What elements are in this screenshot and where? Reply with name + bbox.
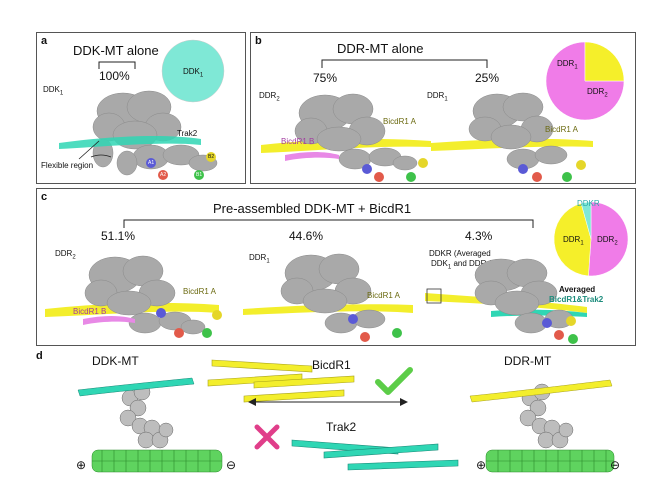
panel-a-pie <box>161 39 225 103</box>
panel-d-right-plus: ⊕ <box>476 458 487 472</box>
panel-c-density-2 <box>243 253 413 342</box>
panel-b-left-complex: DDR2 <box>259 91 280 103</box>
panel-a-bracket <box>98 61 136 69</box>
pie-slice-ddkr <box>580 201 592 240</box>
panel-d-left-minus: ⊖ <box>226 458 237 472</box>
panel-c-density-3 <box>425 258 587 344</box>
pie-slice-ddr1 <box>584 41 625 82</box>
panel-a: a DDK-MT alone 100% DDK1 DDK1 Trak2 Flex… <box>36 32 246 184</box>
panel-b-left-percent: 75% <box>313 71 338 85</box>
panel-b-right-density <box>431 92 593 182</box>
panel-b-left-bicd-b: BicdR1 B <box>281 137 315 146</box>
panel-d-trak-rods <box>291 439 459 471</box>
panel-c-pie-ddr1: DDR1 <box>563 235 584 247</box>
panel-b-right-bicd-a: BicdR1 A <box>545 125 578 134</box>
panel-a-beads <box>146 152 216 180</box>
bead-a1: A1 <box>148 160 155 166</box>
panel-a-trak-label: Trak2 <box>177 129 198 138</box>
panel-d-right-minus: ⊖ <box>610 458 621 472</box>
panel-a-complex-label: DDK1 <box>43 85 64 97</box>
panel-c-pie <box>553 201 629 277</box>
panel-c-averaged-2: BicdR1&Trak2 <box>549 295 604 304</box>
panel-a-flex-arrow <box>78 140 100 160</box>
pie-slice-ddk1 <box>161 39 225 103</box>
bead-b2: B2 <box>208 154 215 160</box>
panel-c-c2: DDR1 <box>249 253 270 265</box>
panel-b-pie-ddr2: DDR2 <box>587 87 608 99</box>
panel-d-right-title: DDR-MT <box>504 354 552 368</box>
panel-d-left-model <box>77 377 223 473</box>
pie-slice-ddr1 <box>553 203 592 277</box>
panel-c-pie-ddr2: DDR2 <box>597 235 618 247</box>
panel-c-density-1 <box>45 255 222 338</box>
panel-d-cross-icon <box>254 424 280 450</box>
panel-c-bicd-b-1: BicdR1 B <box>73 307 107 316</box>
panel-c: c Pre-assembled DDK-MT + BicdR1 51.1% 44… <box>36 188 636 346</box>
panel-c-bicd-a-1: BicdR1 A <box>183 287 216 296</box>
panel-c-averaged-1: Averaged <box>559 285 596 294</box>
bead-a2: A2 <box>160 172 167 178</box>
panel-a-label: a <box>41 35 48 47</box>
panel-d-left-plus: ⊕ <box>76 458 87 472</box>
panel-c-ddkr-note-1: DDKR (Averaged <box>429 249 491 258</box>
panel-b-pie <box>545 41 625 121</box>
panel-d-bicd-label: BicdR1 <box>312 358 351 372</box>
panel-a-pie-label: DDK1 <box>183 67 204 79</box>
panel-c-bicd-a-2: BicdR1 A <box>367 291 400 300</box>
panel-c-p1: 51.1% <box>101 229 136 243</box>
panel-c-p3: 4.3% <box>465 229 493 243</box>
panel-a-percent: 100% <box>99 69 130 83</box>
panel-b-right-complex: DDR1 <box>427 91 448 103</box>
panel-c-p2: 44.6% <box>289 229 324 243</box>
panel-a-title: DDK-MT alone <box>73 43 159 58</box>
bead-b1: B1 <box>196 172 203 178</box>
panel-c-pie-top: DDKR <box>577 199 600 208</box>
panel-d-trak-label: Trak2 <box>326 420 357 434</box>
panel-d-check-icon <box>375 367 413 395</box>
panel-a-density-map <box>59 90 218 176</box>
panel-c-title: Pre-assembled DDK-MT + BicdR1 <box>213 201 412 216</box>
panel-b-bracket <box>321 59 488 68</box>
panel-d-bicd-rods <box>207 359 355 403</box>
panel-b-left-bicd-a: BicdR1 A <box>383 117 416 126</box>
panel-b-right-percent: 25% <box>475 71 500 85</box>
panel-b-pie-ddr1: DDR1 <box>557 59 578 71</box>
panel-d-label: d <box>36 350 43 362</box>
panel-b-label: b <box>255 35 262 47</box>
panel-c-c1: DDR2 <box>55 249 76 261</box>
pie-slice-ddr2 <box>588 201 629 277</box>
panel-c-label: c <box>41 191 48 203</box>
panel-d: d DDK-MT DDR-MT BicdR1 Trak2 ⊕ ⊖ <box>36 350 636 482</box>
panel-d-left-title: DDK-MT <box>92 354 139 368</box>
trak2-density <box>59 136 201 149</box>
panel-a-flex-label: Flexible region <box>41 161 94 170</box>
panel-d-right-model <box>469 379 615 473</box>
panel-c-bracket <box>123 219 534 228</box>
panel-b-title: DDR-MT alone <box>337 41 424 56</box>
panel-d-double-arrow <box>248 398 408 406</box>
panel-b-left-density <box>261 93 431 182</box>
microtubule <box>91 449 223 473</box>
panel-b: b DDR-MT alone 75% 25% DDR2 DDR1 DDR1 DD… <box>250 32 636 184</box>
